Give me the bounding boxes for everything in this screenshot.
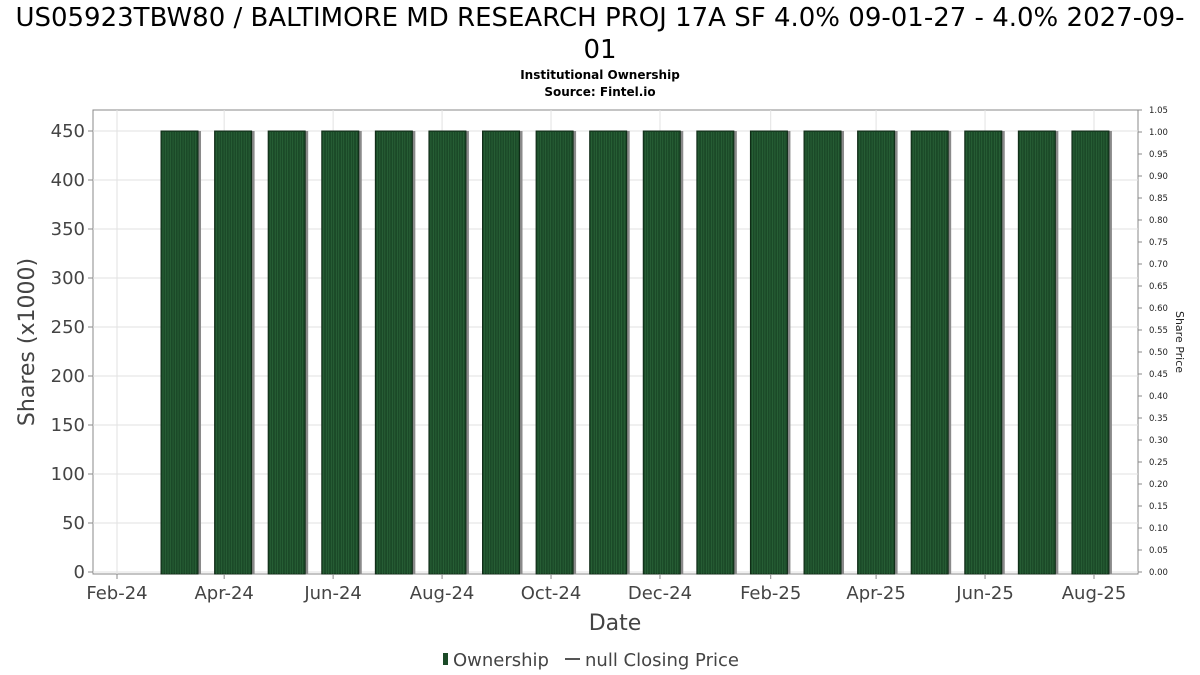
ownership-bar bbox=[482, 130, 521, 575]
y2-tick-label: 0.15 bbox=[1149, 502, 1168, 512]
bar-texture bbox=[216, 132, 250, 574]
ownership-bar bbox=[696, 130, 735, 575]
x-tick-label: Aug-25 bbox=[1062, 583, 1127, 604]
legend-price-label: null Closing Price bbox=[585, 650, 739, 671]
y-axis: 0 50 100 150 200 250 300 350 400 450 bbox=[51, 121, 93, 583]
ownership-bar bbox=[589, 130, 628, 575]
ownership-bar bbox=[535, 130, 574, 575]
y2-tick-label: 0.55 bbox=[1149, 326, 1168, 336]
y2-tick-label: 0.35 bbox=[1149, 414, 1168, 424]
x-tick-label: Dec-24 bbox=[628, 583, 692, 604]
bar-texture bbox=[430, 132, 464, 574]
x-tick-label: Apr-25 bbox=[846, 583, 905, 604]
bar-texture bbox=[698, 132, 732, 574]
ownership-bar bbox=[374, 130, 413, 575]
bar-texture bbox=[591, 132, 625, 574]
bar-texture bbox=[269, 132, 303, 574]
legend: Ownership null Closing Price bbox=[443, 650, 739, 671]
y2-tick-label: 0.95 bbox=[1149, 150, 1168, 160]
legend-ownership-swatch bbox=[443, 653, 448, 665]
x-tick-label: Oct-24 bbox=[521, 583, 582, 604]
y2-tick-label: 0.60 bbox=[1149, 304, 1168, 314]
chart-subtitle: Institutional Ownership bbox=[520, 68, 680, 82]
bars bbox=[160, 130, 1112, 575]
y-tick-label: 100 bbox=[51, 464, 85, 485]
x-tick-label: Jun-24 bbox=[303, 583, 362, 604]
bar-texture bbox=[966, 132, 1000, 574]
y-tick-label: 0 bbox=[74, 562, 85, 583]
ownership-bar bbox=[1017, 130, 1056, 575]
y2-tick-label: 0.90 bbox=[1149, 172, 1168, 182]
bar-texture bbox=[162, 132, 196, 574]
y2-tick-label: 0.25 bbox=[1149, 458, 1168, 468]
y2-axis-label: Share Price bbox=[1173, 311, 1186, 373]
y2-tick-label: 0.00 bbox=[1149, 568, 1168, 578]
y2-tick-label: 0.65 bbox=[1149, 282, 1168, 292]
ownership-bar bbox=[857, 130, 896, 575]
y2-tick-label: 0.30 bbox=[1149, 436, 1168, 446]
x-tick-label: Feb-25 bbox=[740, 583, 801, 604]
y2-tick-label: 0.70 bbox=[1149, 260, 1168, 270]
x-tick-label: Feb-24 bbox=[86, 583, 147, 604]
bar-texture bbox=[1073, 132, 1107, 574]
bar-texture bbox=[912, 132, 946, 574]
ownership-bar bbox=[214, 130, 253, 575]
y2-tick-label: 0.80 bbox=[1149, 216, 1168, 226]
y2-tick-label: 1.05 bbox=[1149, 106, 1168, 116]
y2-tick-label: 0.20 bbox=[1149, 480, 1168, 490]
bar-texture bbox=[323, 132, 357, 574]
x-axis-label: Date bbox=[589, 611, 642, 636]
ownership-bar bbox=[160, 130, 199, 575]
y2-tick-label: 0.05 bbox=[1149, 546, 1168, 556]
bar-texture bbox=[484, 132, 518, 574]
bar-texture bbox=[752, 132, 786, 574]
ownership-bar bbox=[428, 130, 467, 575]
x-tick-label: Aug-24 bbox=[410, 583, 475, 604]
bar-texture bbox=[537, 132, 571, 574]
ownership-bar bbox=[964, 130, 1003, 575]
ownership-bar bbox=[1071, 130, 1110, 575]
ownership-bar bbox=[803, 130, 842, 575]
x-axis: Feb-24 Apr-24 Jun-24 Aug-24 Oct-24 Dec-24 Feb-… bbox=[86, 574, 1126, 604]
ownership-bar bbox=[321, 130, 360, 575]
x-tick-label: Apr-24 bbox=[194, 583, 253, 604]
y-tick-label: 400 bbox=[51, 170, 85, 191]
y2-tick-label: 0.10 bbox=[1149, 524, 1168, 534]
bar-texture bbox=[805, 132, 839, 574]
y-tick-label: 350 bbox=[51, 219, 85, 240]
y-tick-label: 250 bbox=[51, 317, 85, 338]
bar-texture bbox=[377, 132, 411, 574]
y-axis-label: Shares (x1000) bbox=[15, 258, 40, 426]
x-tick-label: Jun-25 bbox=[955, 583, 1014, 604]
y-tick-label: 200 bbox=[51, 366, 85, 387]
chart-source: Source: Fintel.io bbox=[544, 85, 656, 99]
y-tick-label: 300 bbox=[51, 268, 85, 289]
ownership-bar bbox=[749, 130, 788, 575]
bar-texture bbox=[1020, 132, 1054, 574]
y2-tick-label: 0.40 bbox=[1149, 392, 1168, 402]
y2-tick-label: 0.45 bbox=[1149, 370, 1168, 380]
bar-texture bbox=[644, 132, 679, 574]
y2-axis: 0.00 0.05 0.10 0.15 0.20 0.25 0.30 0.35 0.40 0.45… bbox=[1138, 106, 1168, 578]
y-tick-label: 450 bbox=[51, 121, 85, 142]
y2-tick-label: 0.75 bbox=[1149, 238, 1168, 248]
chart-title: US05923TBW80 / BALTIMORE MD RESEARCH PRO… bbox=[15, 3, 1185, 65]
y-tick-label: 50 bbox=[62, 513, 85, 534]
ownership-bar bbox=[910, 130, 949, 575]
y-tick-label: 150 bbox=[51, 415, 85, 436]
ownership-bar bbox=[267, 130, 306, 575]
legend-ownership-label: Ownership bbox=[453, 650, 549, 671]
bar-texture bbox=[859, 132, 893, 574]
y2-tick-label: 0.50 bbox=[1149, 348, 1168, 358]
y2-tick-label: 0.85 bbox=[1149, 194, 1168, 204]
y2-tick-label: 1.00 bbox=[1149, 128, 1168, 138]
ownership-bar bbox=[642, 130, 681, 575]
